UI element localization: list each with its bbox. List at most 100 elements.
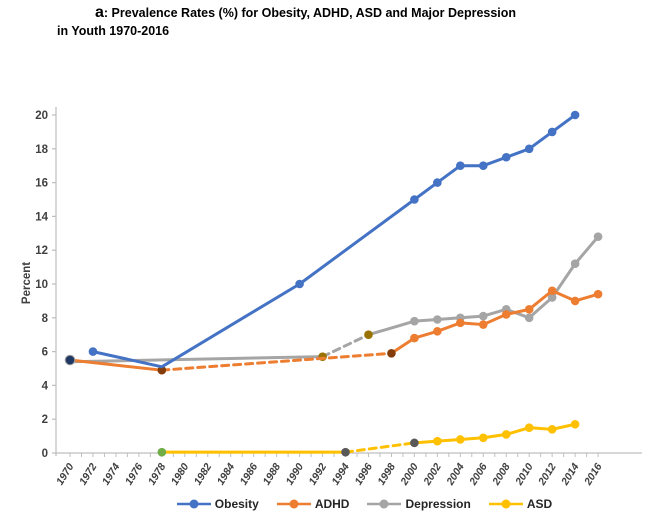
- data-point-adhd: [547, 286, 557, 296]
- data-point-asd: [524, 423, 534, 432]
- data-point-depression: [570, 259, 580, 269]
- data-point-obesity: [410, 195, 419, 204]
- series-line-depression-solid: [68, 355, 325, 364]
- x-tick-label: 1984: [215, 461, 238, 487]
- data-point-obesity: [88, 347, 98, 356]
- x-tick-label: 2012: [536, 461, 559, 488]
- data-point-obesity: [570, 110, 580, 120]
- legend-dot-sample: [189, 499, 199, 509]
- chart-title: a: Prevalence Rates (%) for Obesity, ADH…: [57, 4, 597, 40]
- data-point-obesity: [524, 144, 534, 154]
- data-point-depression: [410, 316, 419, 326]
- y-tick-label: 12: [35, 245, 48, 257]
- data-point-adhd: [387, 348, 396, 358]
- series-line-depression-dashed: [321, 333, 370, 359]
- legend-label: ADHD: [314, 497, 350, 511]
- data-point-asd: [456, 435, 465, 444]
- legend-marker-icon: [367, 499, 402, 509]
- chart-title-line1: a: Prevalence Rates (%) for Obesity, ADH…: [57, 4, 597, 22]
- y-tick-label: 2: [42, 414, 48, 426]
- series-line-obesity-solid: [91, 113, 577, 369]
- data-point-adhd: [433, 327, 442, 336]
- x-tick-label: 2016: [582, 461, 605, 488]
- y-tick-label: 0: [42, 448, 48, 460]
- legend-marker-icon: [176, 499, 211, 509]
- data-point-obesity: [433, 178, 442, 187]
- y-tick-label: 6: [42, 347, 48, 359]
- data-point-asd: [547, 425, 557, 434]
- series-line-adhd-solid: [68, 358, 164, 372]
- x-tick-label: 2014: [559, 461, 582, 488]
- data-point-adhd: [157, 365, 167, 375]
- x-tick-label: 2000: [398, 461, 421, 488]
- x-tick-label: 2008: [490, 461, 513, 488]
- legend-label: Obesity: [214, 497, 259, 511]
- y-tick-label: 10: [35, 279, 48, 291]
- x-tick-label: 2006: [467, 461, 490, 488]
- y-axis-title: Percent: [21, 262, 33, 304]
- data-point-obesity: [456, 161, 465, 170]
- legend-item-asd: ASD: [488, 497, 552, 511]
- data-point-obesity: [478, 161, 488, 170]
- legend-label: Depression: [405, 497, 471, 511]
- data-point-asd: [478, 433, 488, 443]
- x-tick-label: 1974: [100, 461, 123, 487]
- x-tick-label: 1970: [54, 461, 77, 487]
- x-tick-label: 1986: [238, 461, 261, 487]
- x-tick-label: 1978: [146, 461, 169, 487]
- data-point-adhd: [410, 333, 419, 343]
- data-point-asd: [341, 447, 350, 457]
- x-tick-label: 1980: [169, 461, 192, 487]
- legend-item-adhd: ADHD: [276, 497, 350, 511]
- data-point-asd: [157, 447, 167, 457]
- data-point-adhd: [456, 318, 465, 328]
- data-point-depression: [433, 315, 442, 324]
- x-tick-label: 1992: [307, 461, 330, 487]
- legend-item-obesity: Obesity: [176, 497, 259, 511]
- panel-letter: a: [95, 4, 104, 21]
- x-tick-label: 2002: [421, 461, 444, 488]
- series-line-depression-solid: [366, 235, 600, 337]
- x-tick-label: 1994: [330, 461, 353, 487]
- data-point-depression: [547, 293, 557, 302]
- y-tick-label: 18: [35, 144, 48, 156]
- y-tick-label: 4: [42, 380, 49, 392]
- y-tick-label: 14: [35, 211, 48, 223]
- chart-title-line2: in Youth 1970-2016: [57, 24, 170, 38]
- data-point-depression: [524, 313, 534, 323]
- data-point-adhd: [501, 310, 511, 319]
- data-point-obesity: [501, 152, 511, 162]
- data-point-adhd: [570, 296, 580, 306]
- data-point-asd: [433, 436, 442, 446]
- legend-marker-icon: [276, 499, 311, 509]
- x-tick-label: 1972: [77, 461, 100, 487]
- legend-label: ASD: [526, 497, 553, 511]
- data-point-asd: [570, 419, 580, 429]
- x-tick-label: 1998: [375, 461, 398, 487]
- y-tick-label: 8: [42, 313, 49, 325]
- data-point-adhd: [593, 289, 603, 299]
- x-tick-label: 1996: [352, 461, 375, 487]
- legend-dot-sample: [289, 499, 299, 509]
- x-tick-label: 1988: [261, 461, 284, 487]
- series-line-adhd-solid: [389, 289, 600, 355]
- y-tick-label: 16: [35, 178, 48, 190]
- chart-title-text: : Prevalence Rates (%) for Obesity, ADHD…: [103, 6, 517, 20]
- data-point-obesity: [547, 127, 557, 137]
- data-point-depression: [364, 330, 373, 340]
- chart-legend: Obesity ADHD Depression ASD: [0, 497, 650, 511]
- series-line-adhd-dashed: [160, 351, 393, 372]
- legend-dot-sample: [379, 499, 389, 509]
- legend-dot-sample: [501, 499, 511, 509]
- x-tick-label: 2004: [444, 461, 467, 488]
- data-point-depression: [478, 311, 488, 321]
- y-tick-label: 20: [35, 110, 48, 122]
- data-point-adhd: [478, 320, 488, 329]
- x-tick-label: 1976: [123, 461, 146, 487]
- data-point-obesity: [295, 279, 304, 289]
- series-line-asd-dashed: [344, 441, 416, 454]
- data-point-overlap-1970: [64, 354, 76, 366]
- x-tick-label: 1982: [192, 461, 215, 487]
